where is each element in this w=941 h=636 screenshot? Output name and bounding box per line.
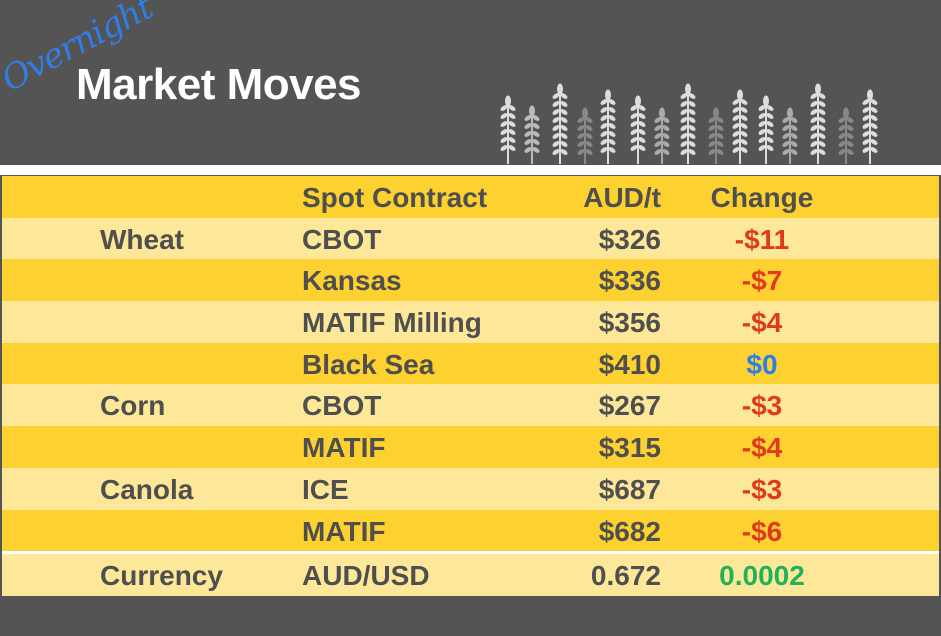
row-contract: CBOT bbox=[302, 390, 382, 422]
wheat-stalk-icon bbox=[732, 89, 748, 164]
row-contract: ICE bbox=[302, 473, 349, 505]
wheat-stalk-icon bbox=[708, 107, 724, 164]
wheat-stalk-icon bbox=[862, 89, 878, 164]
column-header-price: AUD/t bbox=[583, 182, 661, 213]
page-title: Market Moves bbox=[76, 60, 362, 109]
table-row: MATIF $315 -$4 bbox=[2, 426, 939, 468]
row-category: Wheat bbox=[100, 223, 184, 255]
row-change: -$4 bbox=[741, 432, 783, 464]
divider bbox=[2, 551, 939, 555]
table-row: Kansas $336 -$7 bbox=[2, 259, 939, 302]
row-change: -$4 bbox=[741, 307, 783, 339]
wheat-stalk-icon bbox=[782, 107, 798, 164]
table-header-row: Spot Contract AUD/t Change bbox=[2, 176, 939, 218]
table-row: Canola ICE $687 -$3 bbox=[2, 467, 939, 510]
row-price: $356 bbox=[598, 307, 661, 339]
wheat-stalk-icon bbox=[600, 89, 616, 164]
row-price: $336 bbox=[598, 265, 661, 297]
row-change: -$7 bbox=[741, 265, 783, 297]
row-change: 0.0002 bbox=[719, 560, 805, 592]
row-category: Currency bbox=[100, 560, 223, 592]
wheat-stalk-icon bbox=[524, 105, 540, 164]
banner: Overnight Market Moves bbox=[0, 0, 941, 165]
row-price: $267 bbox=[598, 390, 661, 422]
row-price: 0.672 bbox=[590, 560, 661, 592]
row-contract: Black Sea bbox=[302, 348, 435, 380]
table-row: MATIF Milling $356 -$4 bbox=[2, 301, 939, 343]
row-contract: CBOT bbox=[302, 223, 382, 255]
wheat-stalk-icon bbox=[630, 95, 646, 164]
row-change: $0 bbox=[746, 348, 778, 380]
row-contract: AUD/USD bbox=[302, 560, 430, 592]
row-price: $326 bbox=[598, 223, 661, 255]
currency-row: Currency AUD/USD 0.672 0.0002 bbox=[2, 554, 939, 596]
row-change: -$3 bbox=[741, 390, 783, 422]
row-change: -$3 bbox=[741, 473, 783, 505]
wheat-stalk-icon bbox=[500, 95, 516, 164]
wheat-stalk-icon bbox=[758, 95, 774, 164]
wheat-stalk-icon bbox=[654, 107, 670, 164]
row-category: Canola bbox=[100, 473, 194, 505]
row-price: $687 bbox=[598, 473, 661, 505]
row-change: -$11 bbox=[734, 223, 790, 255]
row-contract: Kansas bbox=[302, 265, 402, 297]
row-price: $682 bbox=[598, 515, 661, 547]
table-row: Wheat CBOT $326 -$11 bbox=[2, 217, 939, 260]
table-row: Corn CBOT $267 -$3 bbox=[2, 384, 939, 427]
row-change: -$6 bbox=[741, 515, 783, 547]
wheat-stalk-icon bbox=[680, 83, 696, 164]
table-row: Black Sea $410 $0 bbox=[2, 342, 939, 385]
column-header-change: Change bbox=[710, 182, 814, 213]
wheat-stalk-icon bbox=[552, 83, 568, 164]
row-price: $315 bbox=[598, 432, 661, 464]
wheat-stalks-icon bbox=[500, 83, 878, 164]
column-header-contract: Spot Contract bbox=[302, 182, 488, 213]
row-contract: MATIF bbox=[302, 515, 386, 547]
wheat-stalk-icon bbox=[577, 107, 593, 164]
wheat-stalk-icon bbox=[810, 83, 826, 164]
row-contract: MATIF bbox=[302, 432, 386, 464]
divider bbox=[0, 165, 941, 175]
row-contract: MATIF Milling bbox=[302, 307, 482, 339]
table-row: MATIF $682 -$6 bbox=[2, 509, 939, 552]
row-price: $410 bbox=[598, 348, 661, 380]
wheat-stalk-icon bbox=[838, 107, 854, 164]
market-table: Spot Contract AUD/t Change Wheat CBOT $326… bbox=[2, 176, 939, 596]
row-category: Corn bbox=[100, 390, 166, 422]
